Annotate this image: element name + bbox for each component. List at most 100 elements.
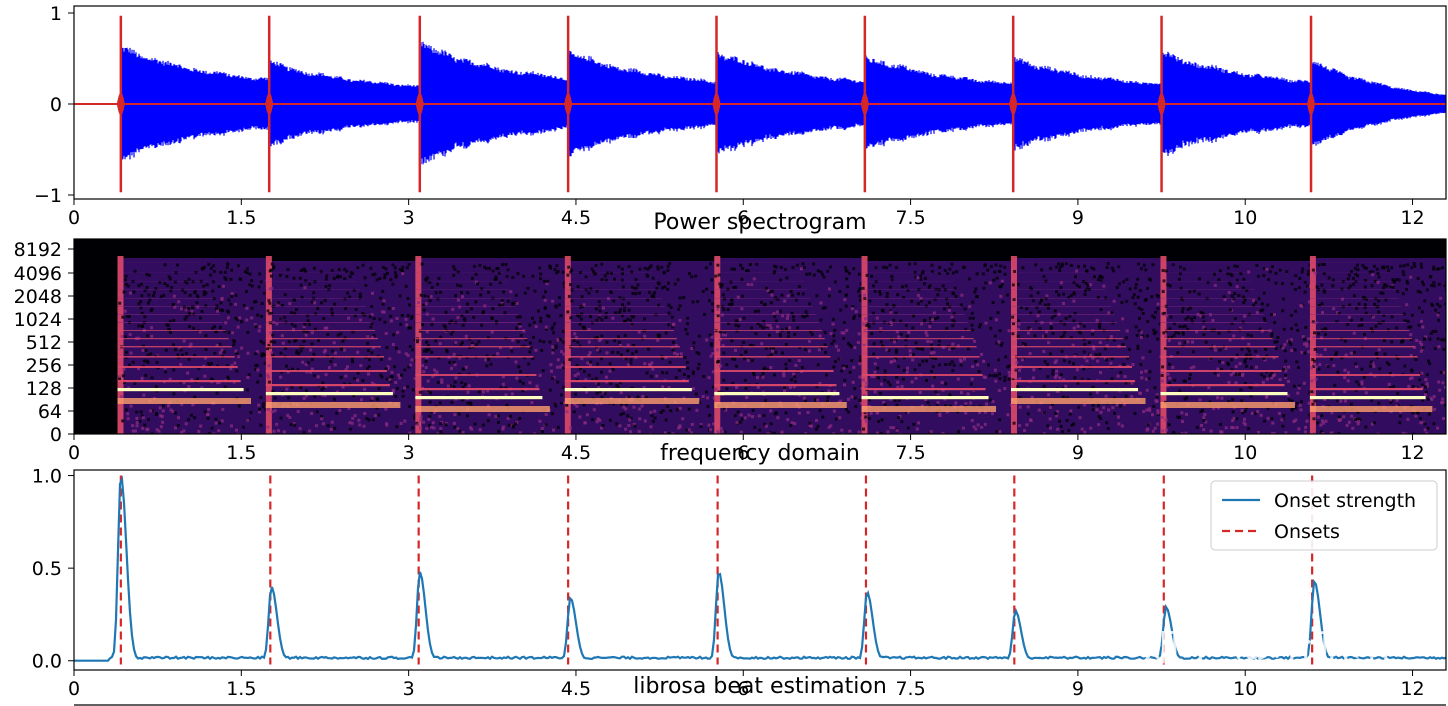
- spectrogram-speckle: [273, 340, 276, 344]
- spectrogram-speckle: [877, 420, 881, 423]
- spectrogram-speckle: [857, 430, 861, 434]
- spectrogram-speckle: [617, 311, 621, 314]
- spectrogram-speckle: [971, 300, 975, 304]
- spectrogram-speckle: [980, 352, 984, 356]
- spectrogram-harmonic: [1160, 338, 1273, 340]
- spectrogram-speckle: [1287, 380, 1290, 383]
- spectrogram-speckle: [1305, 419, 1309, 423]
- spectrogram-speckle: [149, 352, 153, 356]
- spectrogram-speckle: [858, 362, 862, 366]
- spectrogram-speckle: [1386, 265, 1389, 269]
- spectrogram-speckle: [184, 308, 188, 312]
- spectrogram-speckle: [295, 351, 299, 355]
- spectrogram-speckle: [1110, 377, 1114, 381]
- spectrogram-speckle: [819, 270, 823, 274]
- spectrogram-speckle: [766, 368, 770, 372]
- spectrogram-speckle: [649, 264, 653, 268]
- spectrogram-speckle: [1016, 384, 1020, 388]
- spectrogram-speckle: [1254, 349, 1258, 353]
- spectrogram-speckle: [1339, 418, 1343, 422]
- spectrogram-speckle: [719, 285, 723, 289]
- spectrogram-speckle: [284, 346, 288, 350]
- spectrogram-speckle: [1415, 339, 1419, 342]
- spectrogram-speckle: [1060, 335, 1063, 339]
- spectrogram-speckle: [1360, 323, 1364, 327]
- spectrogram-speckle: [1053, 314, 1057, 317]
- spectrogram-speckle: [1104, 296, 1108, 300]
- spectrogram-speckle: [620, 402, 624, 406]
- spectrogram-speckle: [973, 339, 976, 343]
- spectrogram-speckle: [421, 364, 424, 368]
- spectrogram-speckle: [619, 343, 623, 347]
- spectrogram-speckle: [655, 286, 659, 290]
- spectrogram-speckle: [1097, 423, 1101, 427]
- spectrogram-speckle: [286, 413, 290, 417]
- spectrogram-speckle: [911, 326, 915, 330]
- spectrogram-speckle: [457, 412, 461, 416]
- spectrogram-harmonic: [861, 388, 986, 391]
- spectrogram-speckle: [1048, 417, 1052, 421]
- spectrogram-speckle: [608, 418, 612, 422]
- onset-xtick-label: 6: [737, 678, 749, 700]
- spectrogram-speckle: [146, 360, 150, 364]
- spectrogram-speckle: [167, 275, 171, 279]
- spectrogram-speckle: [1230, 322, 1234, 325]
- spectrogram-speckle: [630, 314, 634, 318]
- spectrogram-speckle: [538, 277, 542, 281]
- spectrogram-speckle: [291, 367, 294, 371]
- spectrogram-speckle: [1059, 265, 1062, 269]
- spectrogram-speckle: [1186, 315, 1190, 319]
- spectrogram-speckle: [418, 390, 422, 394]
- spectrogram-speckle: [1097, 324, 1101, 328]
- spectrogram-speckle: [987, 363, 990, 367]
- onset-ytick-label: 0.0: [32, 651, 62, 673]
- spectrogram-speckle: [1178, 272, 1182, 276]
- spectrogram-speckle: [1372, 264, 1376, 268]
- spectrogram-speckle: [1333, 383, 1337, 387]
- spectrogram-speckle: [997, 389, 1001, 392]
- spectrogram-speckle: [348, 275, 352, 279]
- spectrogram-speckle: [184, 315, 188, 319]
- spectrogram-speckle: [398, 376, 402, 380]
- spectrogram-harmonic: [1309, 346, 1415, 348]
- spectrogram-speckle: [883, 369, 887, 373]
- spectrogram-speckle: [1419, 349, 1423, 353]
- spectrogram-speckle: [1152, 316, 1156, 320]
- spectrogram-speckle: [146, 334, 150, 338]
- spectrogram-speckle: [1405, 287, 1409, 291]
- spectrogram-speckle: [1011, 315, 1015, 319]
- spectrogram-speckle: [1376, 432, 1380, 434]
- spectrogram-speckle: [1223, 298, 1227, 302]
- spectrogram-speckle: [938, 363, 942, 367]
- spectrogram-speckle: [530, 401, 534, 405]
- spectrogram-speckle: [721, 313, 724, 317]
- spectrogram-speckle: [461, 295, 464, 299]
- spectrogram-speckle: [1370, 422, 1374, 426]
- spectrogram-speckle: [439, 427, 443, 431]
- spectrogram-speckle: [279, 375, 283, 379]
- spectrogram-speckle: [494, 414, 498, 418]
- spectrogram-speckle: [460, 341, 464, 345]
- spectrogram-speckle: [1038, 366, 1042, 370]
- spectrogram-note-body: [1160, 261, 1310, 434]
- spectrogram-speckle: [245, 306, 249, 310]
- spectrogram-speckle: [550, 369, 553, 373]
- spectrogram-speckle: [1230, 426, 1234, 429]
- spectrogram-speckle: [627, 265, 631, 269]
- spectrogram-speckle: [687, 407, 691, 411]
- spectrogram-speckle: [1233, 317, 1237, 321]
- spectrogram-speckle: [730, 267, 734, 271]
- spectrogram-speckle: [772, 271, 776, 275]
- spectrogram-speckle: [380, 310, 384, 314]
- spectrogram-speckle: [1180, 298, 1184, 302]
- spectrogram-speckle: [1372, 364, 1376, 368]
- spectrogram-speckle: [1274, 281, 1278, 285]
- spectrogram-speckle: [1075, 269, 1079, 273]
- spectrogram-speckle: [1087, 288, 1091, 291]
- spectrogram-speckle: [937, 339, 941, 343]
- spectrogram-speckle: [394, 346, 398, 350]
- spectrogram-speckle: [858, 398, 862, 402]
- spectrogram-speckle: [277, 301, 281, 305]
- spectrogram-speckle: [561, 401, 565, 405]
- onset-impulse-bulge: [1307, 92, 1316, 116]
